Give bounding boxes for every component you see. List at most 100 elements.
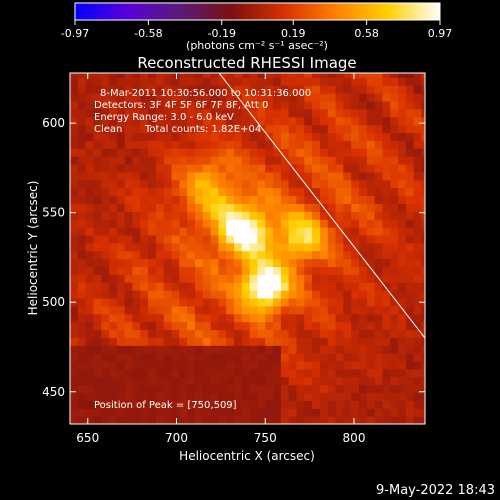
heatmap-cell — [421, 132, 429, 140]
heatmap-cell — [250, 290, 258, 298]
heatmap-cell — [414, 392, 422, 400]
heatmap-cell — [242, 195, 250, 203]
heatmap-cell — [265, 219, 273, 227]
heatmap-cell — [304, 329, 312, 337]
heatmap-cell — [101, 290, 109, 298]
heatmap-cell — [226, 164, 234, 172]
heatmap-cell — [211, 314, 219, 322]
heatmap-cell — [140, 77, 148, 85]
heatmap-cell — [117, 314, 125, 322]
heatmap-cell — [70, 109, 78, 117]
heatmap-cell — [203, 322, 211, 330]
heatmap-cell — [109, 385, 117, 393]
heatmap-cell — [218, 156, 226, 164]
heatmap-cell — [398, 188, 406, 196]
heatmap-cell — [218, 203, 226, 211]
heatmap-cell — [320, 274, 328, 282]
heatmap-cell — [109, 266, 117, 274]
heatmap-cell — [156, 203, 164, 211]
heatmap-cell — [164, 290, 172, 298]
heatmap-cell — [320, 243, 328, 251]
heatmap-cell — [226, 306, 234, 314]
heatmap-cell — [156, 172, 164, 180]
heatmap-cell — [273, 259, 281, 267]
heatmap-cell — [289, 345, 297, 353]
heatmap-cell — [382, 164, 390, 172]
heatmap-cell — [359, 188, 367, 196]
heatmap-cell — [367, 266, 375, 274]
heatmap-cell — [265, 369, 273, 377]
heatmap-cell — [86, 353, 94, 361]
heatmap-cell — [132, 369, 140, 377]
heatmap-cell — [421, 109, 429, 117]
heatmap-cell — [125, 188, 133, 196]
heatmap-cell — [156, 211, 164, 219]
heatmap-cell — [414, 243, 422, 251]
heatmap-cell — [273, 282, 281, 290]
heatmap-cell — [289, 132, 297, 140]
heatmap-cell — [211, 353, 219, 361]
heatmap-cell — [156, 298, 164, 306]
heatmap-cell — [304, 132, 312, 140]
heatmap-cell — [343, 219, 351, 227]
heatmap-cell — [351, 148, 359, 156]
heatmap-cell — [140, 172, 148, 180]
heatmap-cell — [140, 274, 148, 282]
heatmap-cell — [226, 361, 234, 369]
heatmap-cell — [312, 306, 320, 314]
heatmap-cell — [398, 337, 406, 345]
heatmap-cell — [218, 227, 226, 235]
heatmap-cell — [101, 282, 109, 290]
heatmap-cell — [179, 345, 187, 353]
heatmap-cell — [359, 132, 367, 140]
heatmap-cell — [195, 164, 203, 172]
heatmap-cell — [140, 337, 148, 345]
heatmap-cell — [328, 188, 336, 196]
heatmap-cell — [218, 369, 226, 377]
colorbar — [75, 3, 440, 20]
heatmap-cell — [109, 235, 117, 243]
heatmap-cell — [125, 148, 133, 156]
heatmap-cell — [218, 211, 226, 219]
heatmap-cell — [390, 306, 398, 314]
heatmap-cell — [320, 140, 328, 148]
heatmap-cell — [406, 345, 414, 353]
heatmap-cell — [296, 219, 304, 227]
heatmap-cell — [132, 156, 140, 164]
heatmap-cell — [304, 282, 312, 290]
heatmap-cell — [343, 109, 351, 117]
heatmap-cell — [117, 203, 125, 211]
heatmap-cell — [265, 125, 273, 133]
heatmap-cell — [195, 211, 203, 219]
heatmap-cell — [359, 337, 367, 345]
heatmap-cell — [125, 227, 133, 235]
heatmap-cell — [390, 400, 398, 408]
heatmap-cell — [179, 140, 187, 148]
heatmap-cell — [234, 290, 242, 298]
heatmap-cell — [250, 314, 258, 322]
heatmap-cell — [203, 251, 211, 259]
heatmap-cell — [70, 416, 78, 424]
heatmap-cell — [164, 361, 172, 369]
heatmap-cell — [398, 377, 406, 385]
heatmap-cell — [421, 400, 429, 408]
colorbar-tick-label: 0.97 — [428, 27, 453, 40]
heatmap-cell — [359, 243, 367, 251]
heatmap-cell — [421, 266, 429, 274]
heatmap-cell — [367, 188, 375, 196]
heatmap-cell — [312, 322, 320, 330]
heatmap-cell — [234, 164, 242, 172]
heatmap-cell — [296, 101, 304, 109]
heatmap-cell — [359, 156, 367, 164]
heatmap-cell — [398, 180, 406, 188]
heatmap-cell — [132, 377, 140, 385]
heatmap-cell — [273, 251, 281, 259]
heatmap-cell — [179, 251, 187, 259]
heatmap-cell — [351, 345, 359, 353]
heatmap-cell — [179, 416, 187, 424]
heatmap-cell — [101, 251, 109, 259]
heatmap-cell — [257, 156, 265, 164]
heatmap-cell — [320, 227, 328, 235]
heatmap-cell — [367, 385, 375, 393]
heatmap-cell — [164, 140, 172, 148]
